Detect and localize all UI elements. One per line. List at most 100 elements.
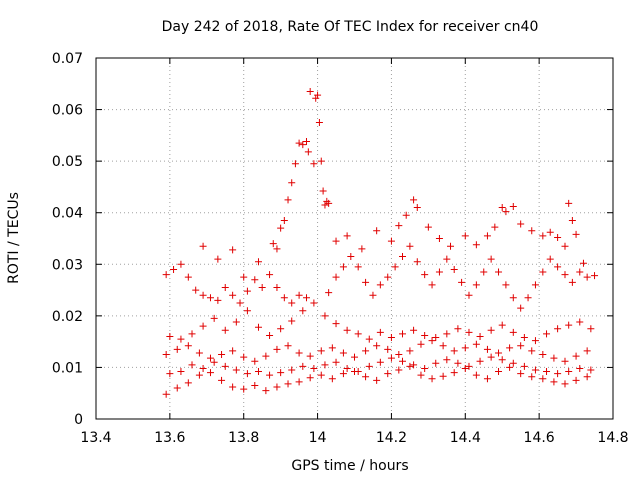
data-point	[317, 347, 325, 355]
data-point	[240, 273, 248, 281]
series-peak-event	[273, 88, 333, 253]
data-point	[373, 342, 381, 350]
data-point	[195, 349, 203, 357]
data-point	[177, 335, 185, 343]
data-point	[295, 291, 303, 299]
data-point	[520, 334, 528, 342]
data-point	[280, 216, 288, 224]
x-tick-label: 14.2	[376, 430, 407, 446]
data-point	[465, 362, 473, 370]
data-point	[480, 268, 488, 276]
data-point	[554, 370, 562, 378]
data-point	[384, 273, 392, 281]
data-point	[284, 380, 292, 388]
data-point	[395, 351, 403, 359]
data-point	[487, 326, 495, 334]
data-point	[413, 258, 421, 266]
data-point	[339, 370, 347, 378]
y-tick-label: 0.06	[52, 103, 83, 119]
data-point	[550, 378, 558, 386]
data-point	[435, 268, 443, 276]
data-point	[531, 366, 539, 374]
data-point	[561, 242, 569, 250]
data-point	[465, 291, 473, 299]
data-point	[524, 294, 532, 302]
data-point	[321, 201, 329, 209]
data-point	[369, 291, 377, 299]
data-point	[506, 344, 514, 352]
data-point	[435, 235, 443, 242]
data-point	[568, 216, 576, 224]
data-point	[483, 375, 491, 383]
data-point	[339, 263, 347, 271]
data-point	[254, 368, 262, 376]
data-point	[439, 342, 447, 350]
data-point	[229, 347, 237, 355]
data-point	[362, 278, 370, 286]
data-point	[221, 283, 229, 291]
data-point	[306, 352, 314, 360]
data-point	[472, 371, 480, 379]
data-point	[447, 242, 455, 250]
series-band-mid	[162, 337, 591, 365]
data-point	[406, 242, 414, 250]
data-point	[561, 271, 569, 279]
data-point	[321, 312, 329, 320]
data-point	[214, 255, 222, 263]
data-point	[266, 331, 274, 339]
data-point	[284, 196, 292, 204]
data-point	[173, 384, 181, 392]
data-point	[262, 352, 270, 360]
data-point	[321, 361, 329, 369]
data-point	[406, 362, 414, 370]
data-point	[266, 371, 274, 379]
data-point	[565, 199, 573, 207]
data-point	[472, 241, 480, 249]
data-point	[517, 220, 525, 228]
data-point	[262, 387, 270, 395]
data-point	[304, 148, 312, 156]
data-point	[288, 179, 296, 187]
data-point	[210, 314, 218, 322]
data-point	[162, 271, 170, 279]
data-point	[509, 359, 517, 367]
data-point	[472, 340, 480, 348]
data-point	[218, 351, 226, 359]
data-point	[502, 281, 510, 289]
data-point	[531, 337, 539, 345]
data-point	[554, 263, 562, 271]
data-point	[258, 283, 266, 291]
series-band-top	[199, 196, 587, 281]
data-point	[576, 268, 584, 276]
data-point	[509, 294, 517, 302]
data-point	[450, 369, 458, 377]
series-band-upper-mid	[166, 299, 595, 345]
data-point	[299, 141, 307, 149]
data-point	[543, 330, 551, 338]
data-point	[351, 353, 358, 361]
x-tick-label: 14	[309, 430, 327, 446]
data-point	[332, 237, 340, 245]
data-point	[539, 351, 547, 359]
y-tick-label: 0.01	[52, 360, 83, 376]
y-tick-label: 0	[74, 412, 83, 428]
data-point	[565, 321, 573, 329]
data-point	[295, 378, 303, 386]
data-point	[310, 364, 318, 372]
data-point	[251, 357, 259, 365]
data-point	[487, 255, 495, 263]
data-point	[465, 328, 473, 336]
data-point	[576, 364, 584, 372]
data-point	[568, 278, 576, 286]
data-point	[295, 139, 303, 147]
data-point	[413, 204, 421, 212]
y-tick-label: 0.04	[52, 206, 83, 222]
data-point	[332, 358, 340, 366]
data-point	[528, 373, 536, 381]
data-point	[229, 383, 237, 391]
series-band-low-1	[162, 362, 591, 398]
data-point	[421, 364, 429, 372]
data-point	[458, 278, 466, 286]
data-point	[376, 328, 384, 336]
